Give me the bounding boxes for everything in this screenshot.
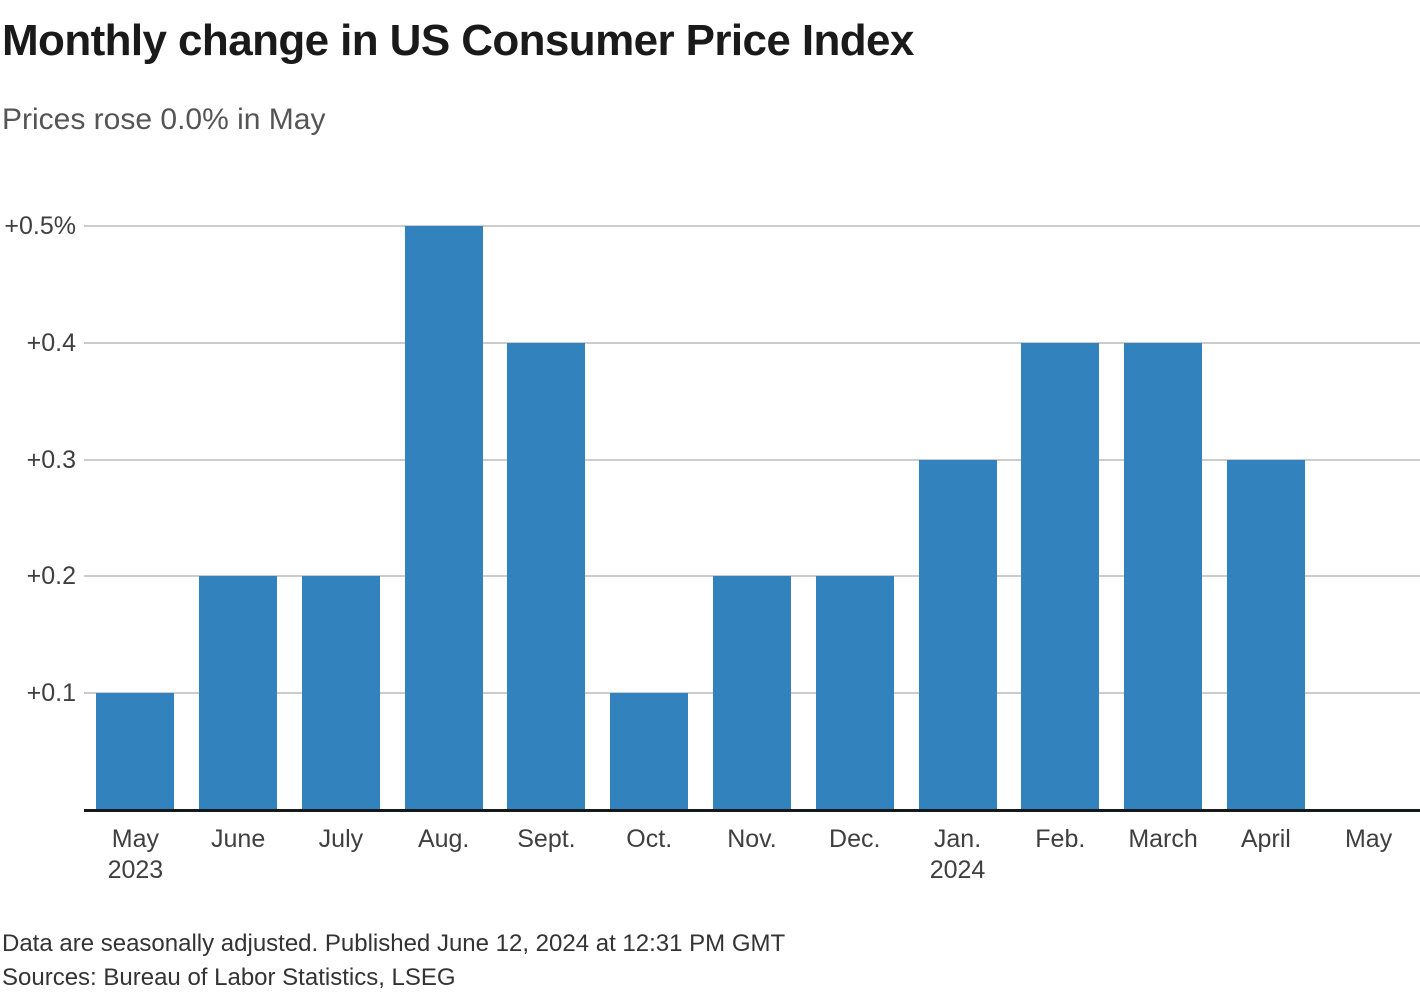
x-tick-month: Jan. [933,825,982,853]
x-tick-month: Oct. [626,825,673,853]
gridline-+0.2 [84,575,1420,578]
gridline-+0.4 [84,341,1420,344]
x-axis-labels: May 2023 June July Aug. Sept. Oct. Nov. Dec. Jan.… [84,824,1420,904]
chart-title: Monthly change in US Consumer Price Inde… [2,16,914,65]
x-tick-label: May [1317,824,1420,855]
x-tick-label: Jan. 2024 [906,824,1009,886]
gridline-+0.3 [84,458,1420,461]
y-tick-label: +0.2 [26,562,76,591]
source-line: Sources: Bureau of Labor Statistics, LSE… [2,964,456,991]
x-tick-year: 2024 [929,856,986,884]
bar-April [1226,459,1305,810]
x-tick-label: Dec. [803,824,906,855]
y-tick-label: +0.4 [26,328,76,357]
y-tick-label: +0.5% [4,212,76,240]
x-tick-label: Feb. [1009,824,1112,855]
x-tick-label: June [187,824,290,855]
x-tick-month: March [1128,825,1198,853]
bar-June [199,576,278,810]
x-tick-label: Sept. [495,824,598,855]
x-tick-month: Feb. [1035,825,1086,853]
bar-May-2023 [96,693,175,810]
x-tick-month: July [318,825,364,853]
x-tick-month: Sept. [517,825,576,853]
x-tick-label: Nov. [701,824,804,855]
bar-Nov. [713,576,791,810]
bar-March [1124,342,1203,810]
x-tick-label: April [1214,824,1317,855]
bar-Jan.-2024 [918,459,997,810]
x-tick-month: May [111,825,159,853]
bar-Feb. [1021,342,1100,810]
y-axis: +0.5% +0.4 +0.3 +0.2 +0.1 [0,212,76,810]
x-tick-month: June [211,825,266,853]
bar-Aug. [404,226,483,810]
bar-Oct. [610,693,689,810]
x-tick-label: May 2023 [84,824,187,886]
x-tick-month: Nov. [727,825,777,853]
chart-subtitle: Prices rose 0.0% in May [2,103,326,136]
x-tick-year: 2023 [107,856,164,884]
x-tick-label: July [290,824,393,855]
x-tick-label: Aug. [392,824,495,855]
x-tick-label: March [1112,824,1215,855]
bar-July [301,576,380,810]
bar-Sept. [507,342,586,810]
gridline-+0.5% [84,225,1420,227]
y-tick-label: +0.3 [26,445,76,474]
y-tick-label: +0.1 [26,679,76,708]
x-tick-month: April [1240,825,1291,853]
plot-area [84,225,1420,810]
footnote: Data are seasonally adjusted. Published … [2,930,786,957]
x-tick-month: May [1344,825,1393,853]
x-tick-month: Aug. [417,825,470,853]
x-tick-label: Oct. [598,824,701,855]
bar-Dec. [815,576,894,810]
x-tick-month: Dec. [829,825,881,853]
x-axis-line [84,809,1420,812]
